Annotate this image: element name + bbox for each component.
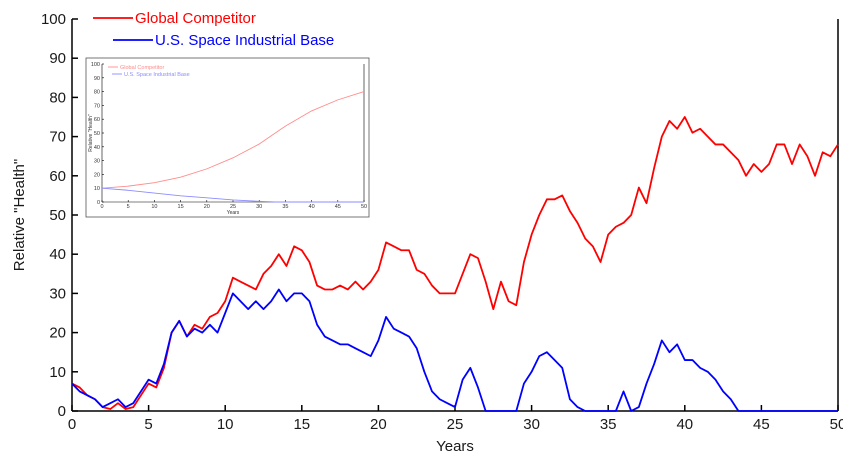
- series-line-0: [101, 91, 365, 189]
- y-tick-label: 100: [41, 11, 66, 28]
- x-tick-label: 20: [204, 204, 210, 210]
- x-tick-label: 40: [309, 204, 315, 210]
- y-tick-label: 70: [94, 103, 100, 109]
- y-tick-label: 40: [94, 145, 100, 151]
- x-tick-label: 50: [361, 204, 367, 210]
- x-axis-title: Years: [436, 438, 474, 455]
- y-axis-title: Relative "Health": [88, 114, 94, 152]
- x-tick-label: 5: [144, 416, 152, 433]
- y-tick-label: 80: [49, 89, 66, 106]
- series-line-1: [101, 187, 364, 203]
- y-tick-label: 0: [97, 200, 100, 206]
- y-tick-label: 40: [49, 246, 66, 263]
- x-tick-label: 35: [600, 416, 617, 433]
- x-tick-label: 35: [282, 204, 288, 210]
- legend-label-1: U.S. Space Industrial Base: [155, 32, 334, 49]
- inset-plot-area: 0 5 10 15 20 25 30 35 40 45 50 0 10 20 30 40 50 60 70 80 90 1…: [85, 57, 370, 218]
- legend-label-1: U.S. Space Industrial Base: [124, 72, 190, 78]
- main-plot-area: 0 5 10 15 20 25 30 35 40 45 5001020304050607080901…: [11, 10, 843, 455]
- x-axis-title: Years: [227, 210, 240, 216]
- x-tick-label: 50: [830, 416, 843, 433]
- y-tick-label: 0: [58, 403, 66, 420]
- legend-label-0: Global Competitor: [135, 10, 256, 27]
- x-tick-label: 45: [335, 204, 341, 210]
- series-line-0: [71, 116, 839, 410]
- x-tick-label: 5: [127, 204, 130, 210]
- x-tick-label: 10: [151, 204, 157, 210]
- x-tick-label: 10: [217, 416, 234, 433]
- y-tick-label: 90: [94, 76, 100, 82]
- y-tick-label: 70: [49, 129, 66, 146]
- y-tick-label: 50: [49, 207, 66, 224]
- y-tick-label: 80: [94, 90, 100, 96]
- x-tick-label: 40: [676, 416, 693, 433]
- y-tick-label: 20: [94, 172, 100, 178]
- x-tick-label: 20: [370, 416, 387, 433]
- y-tick-label: 50: [94, 131, 100, 137]
- y-tick-label: 10: [49, 364, 66, 381]
- y-tick-label: 100: [91, 62, 100, 68]
- y-tick-label: 60: [94, 117, 100, 123]
- x-tick-label: 45: [753, 416, 770, 433]
- legend-label-0: Global Competitor: [120, 65, 164, 71]
- series-line-1: [71, 288, 838, 412]
- x-tick-label: 25: [447, 416, 464, 433]
- y-tick-label: 30: [94, 159, 100, 165]
- x-tick-label: 15: [293, 416, 310, 433]
- y-tick-label: 30: [49, 285, 66, 302]
- x-tick-label: 0: [68, 416, 76, 433]
- y-tick-label: 60: [49, 168, 66, 185]
- y-tick-label: 20: [49, 325, 66, 342]
- x-tick-label: 30: [523, 416, 540, 433]
- inset-frame: [85, 57, 370, 218]
- x-tick-label: 25: [230, 204, 236, 210]
- y-tick-label: 10: [94, 186, 100, 192]
- x-tick-label: 0: [100, 204, 103, 210]
- x-tick-label: 15: [178, 204, 184, 210]
- y-tick-label: 90: [49, 50, 66, 67]
- x-tick-label: 30: [256, 204, 262, 210]
- y-axis-title: Relative "Health": [11, 159, 28, 271]
